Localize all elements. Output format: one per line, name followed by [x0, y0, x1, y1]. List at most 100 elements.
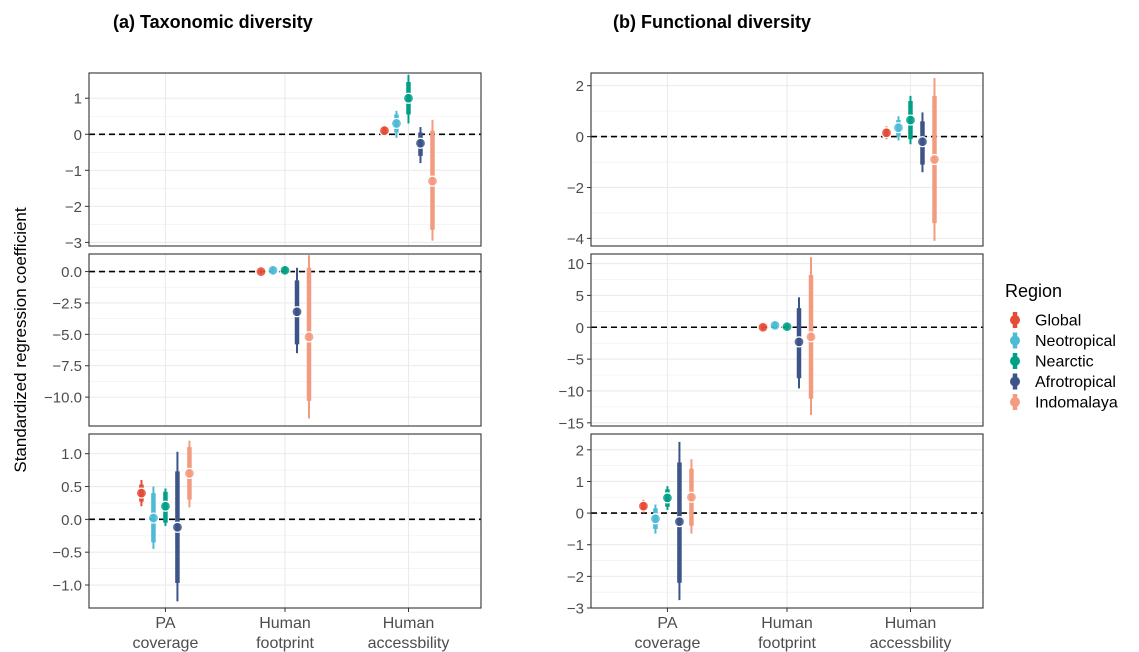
estimate-ring-nearctic	[279, 264, 291, 276]
x-tick-label: Human	[383, 615, 435, 632]
panel-border	[88, 253, 482, 427]
estimate-ring-indomalaya	[426, 175, 439, 187]
estimate-point-afrotropical	[674, 516, 685, 527]
estimate-ring-global	[255, 265, 267, 278]
y-tick-label: 2	[576, 78, 584, 95]
x-tick-label: coverage	[635, 635, 701, 652]
y-tick-label: 0.0	[61, 512, 82, 529]
y-tick-label: −0.5	[52, 545, 82, 562]
y-tick-label: −2	[567, 569, 584, 586]
estimate-ring-afrotropical	[673, 516, 686, 528]
estimate-point-nearctic	[662, 492, 673, 503]
legend-key-point-indomalaya	[1010, 397, 1020, 407]
y-tick-label: −4	[567, 231, 584, 248]
x-tick-label: footprint	[758, 635, 816, 652]
estimate-ring-indomalaya	[303, 331, 315, 343]
panel-border	[88, 72, 482, 247]
estimate-point-nearctic	[782, 321, 792, 332]
y-tick-label: −15	[559, 415, 584, 432]
panel-a-1: −10.0 −7.5 −5.0 −2.5 0.0	[44, 253, 482, 427]
estimate-ring-indomalaya	[928, 153, 941, 166]
y-tick-label: 1	[576, 474, 584, 491]
estimate-point-neotropical	[268, 265, 278, 276]
estimate-ring-neotropical	[147, 512, 160, 524]
estimate-ring-nearctic	[661, 492, 674, 504]
legend-label-global: Global	[1035, 313, 1081, 330]
estimate-ring-afrotropical	[414, 137, 427, 149]
legend-label-neotropical: Neotropical	[1035, 333, 1116, 350]
legend-title: Region	[1005, 281, 1062, 301]
chart-title-a: (a) Taxonomic diversity	[113, 12, 313, 32]
y-tick-label: 10	[567, 256, 584, 273]
y-tick-label: −2	[567, 180, 584, 197]
x-tick-label: PA	[657, 615, 677, 632]
estimate-point-nearctic	[905, 115, 916, 126]
y-tick-label: −10.0	[44, 390, 82, 407]
estimate-ring-neotropical	[892, 122, 905, 134]
estimate-point-global	[758, 322, 768, 333]
estimate-point-afrotropical	[292, 306, 302, 317]
legend-key-point-nearctic	[1010, 356, 1020, 366]
legend-key-point-afrotropical	[1010, 376, 1020, 387]
y-tick-label: 0.0	[61, 264, 82, 281]
y-tick-label: −1	[567, 537, 584, 554]
panel-border	[590, 72, 984, 247]
legend: Region Global Neotropical Nearctic Afrotrop…	[1005, 281, 1118, 412]
y-tick-label: 5	[576, 288, 584, 305]
estimate-ring-nearctic	[781, 321, 793, 333]
estimate-point-nearctic	[160, 501, 171, 512]
y-tick-label: 0	[576, 320, 584, 337]
estimate-point-nearctic	[403, 93, 414, 104]
y-tick-label: 1.0	[61, 446, 82, 463]
estimate-ring-afrotropical	[291, 306, 303, 318]
x-tick-label: Human	[761, 615, 813, 632]
estimate-ring-global	[378, 125, 391, 137]
estimate-ring-neotropical	[769, 319, 781, 331]
y-tick-label: −5	[567, 352, 584, 369]
panel-a-0: −3 −2 −1 0 1	[65, 72, 482, 252]
y-tick-label: 0.5	[61, 479, 82, 496]
panel-b-0: −4 −2 0 2	[567, 72, 984, 248]
estimate-ring-afrotropical	[916, 136, 929, 148]
y-tick-label: −2.5	[52, 295, 82, 312]
y-tick-label: 0	[74, 127, 82, 144]
x-tick-label: Human	[259, 615, 311, 632]
estimate-point-indomalaya	[686, 492, 697, 503]
x-tick-label: accessbility	[368, 635, 450, 652]
x-tick-label: coverage	[133, 635, 199, 652]
estimate-point-indomalaya	[427, 176, 438, 187]
x-tick-label: Human	[885, 615, 937, 632]
estimate-point-neotropical	[893, 122, 904, 133]
estimate-point-neotropical	[650, 513, 661, 524]
estimate-point-indomalaya	[184, 468, 195, 479]
estimate-point-neotropical	[391, 118, 402, 129]
estimate-point-indomalaya	[806, 331, 816, 342]
legend-label-indomalaya: Indomalaya	[1035, 395, 1118, 412]
estimate-ring-afrotropical	[171, 521, 184, 533]
estimate-point-nearctic	[280, 265, 290, 276]
y-tick-label: −1	[65, 163, 82, 180]
estimate-ring-indomalaya	[805, 331, 817, 343]
x-tick-label: PA	[155, 615, 175, 632]
estimate-ring-nearctic	[402, 92, 415, 104]
estimate-ring-global	[135, 487, 148, 499]
y-axis-title: Standardized regression coefficient	[11, 207, 30, 473]
estimate-ring-neotropical	[390, 117, 403, 130]
estimate-point-afrotropical	[415, 138, 426, 149]
estimate-point-afrotropical	[172, 522, 183, 533]
y-tick-label: −3	[65, 235, 82, 252]
estimate-ring-nearctic	[904, 114, 917, 126]
estimate-ring-neotropical	[267, 264, 279, 276]
y-tick-label: −10	[559, 383, 584, 400]
y-tick-label: −7.5	[52, 358, 82, 375]
estimate-point-global	[638, 501, 649, 512]
estimate-point-global	[136, 488, 147, 499]
panel-a-2: −1.0 −0.5 0.0 0.5 1.0	[52, 433, 482, 609]
y-tick-label: −1.0	[52, 578, 82, 595]
estimate-point-global	[379, 125, 390, 136]
estimate-point-indomalaya	[929, 154, 940, 165]
panel-b-1: −15 −10 −5 0 5 10	[559, 253, 984, 432]
y-tick-label: −3	[567, 601, 584, 618]
estimate-ring-global	[757, 321, 769, 333]
y-tick-label: 1	[74, 91, 82, 108]
